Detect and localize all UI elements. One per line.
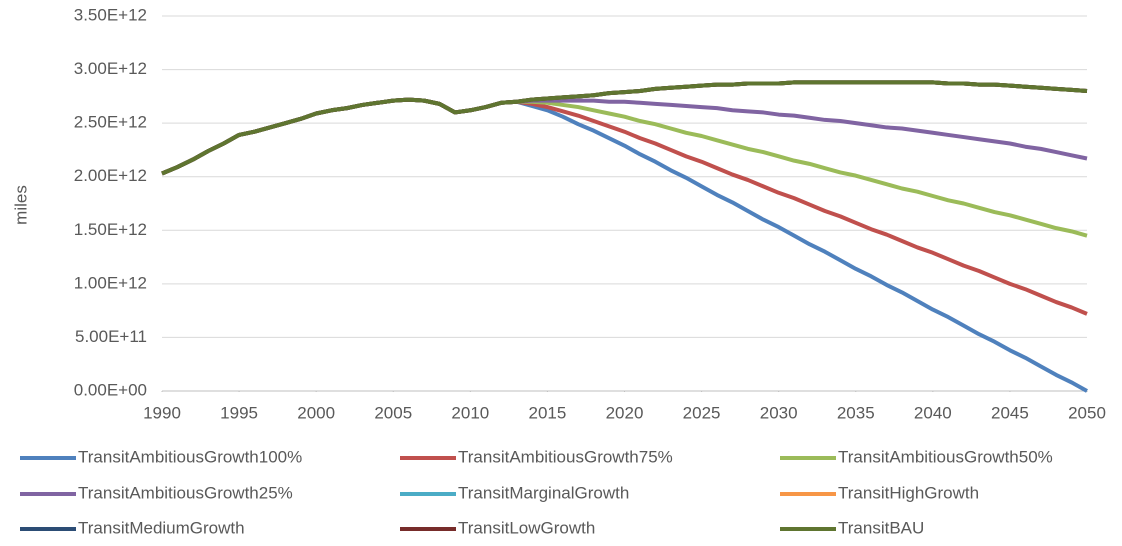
y-axis-label: miles	[11, 185, 30, 225]
legend-label: TransitMediumGrowth	[78, 518, 245, 537]
legend-label: TransitAmbitiousGrowth50%	[838, 447, 1053, 466]
x-tick-label: 2015	[529, 403, 567, 422]
y-tick-label: 5.00E+11	[75, 327, 147, 346]
legend-label: TransitHighGrowth	[838, 483, 979, 502]
y-tick-label: 1.00E+12	[74, 273, 147, 292]
y-tick-label: 3.50E+12	[74, 5, 147, 24]
y-tick-label: 2.00E+12	[74, 166, 147, 185]
series-line	[161, 80, 1088, 176]
series-line	[161, 80, 1088, 176]
y-tick-label: 1.50E+12	[74, 220, 147, 239]
series-line	[161, 80, 1088, 176]
y-tick-label: 3.00E+12	[74, 59, 147, 78]
legend-label: TransitMarginalGrowth	[458, 483, 629, 502]
y-tick-label: 2.50E+12	[74, 113, 147, 132]
x-tick-label: 2025	[683, 403, 721, 422]
legend-label: TransitAmbitiousGrowth100%	[78, 447, 302, 466]
x-tick-label: 2020	[606, 403, 644, 422]
y-tick-label: 0.00E+00	[74, 380, 147, 399]
x-tick-label: 2035	[837, 403, 875, 422]
legend-label: TransitAmbitiousGrowth25%	[78, 483, 293, 502]
x-tick-label: 2040	[914, 403, 952, 422]
x-tick-label: 2005	[374, 403, 412, 422]
x-tick-label: 1995	[220, 403, 258, 422]
legend-label: TransitLowGrowth	[458, 518, 595, 537]
legend-label: TransitAmbitiousGrowth75%	[458, 447, 673, 466]
x-tick-label: 2010	[451, 403, 489, 422]
series-line	[161, 97, 1088, 393]
series-line	[161, 80, 1088, 176]
series-line	[161, 80, 1088, 176]
legend-label: TransitBAU	[838, 518, 924, 537]
series-line	[161, 97, 1088, 176]
x-tick-label: 2045	[991, 403, 1029, 422]
x-tick-label: 2030	[760, 403, 798, 422]
series-line	[161, 97, 1088, 316]
x-tick-label: 1990	[143, 403, 181, 422]
x-tick-label: 2000	[297, 403, 335, 422]
x-tick-label: 2050	[1068, 403, 1106, 422]
